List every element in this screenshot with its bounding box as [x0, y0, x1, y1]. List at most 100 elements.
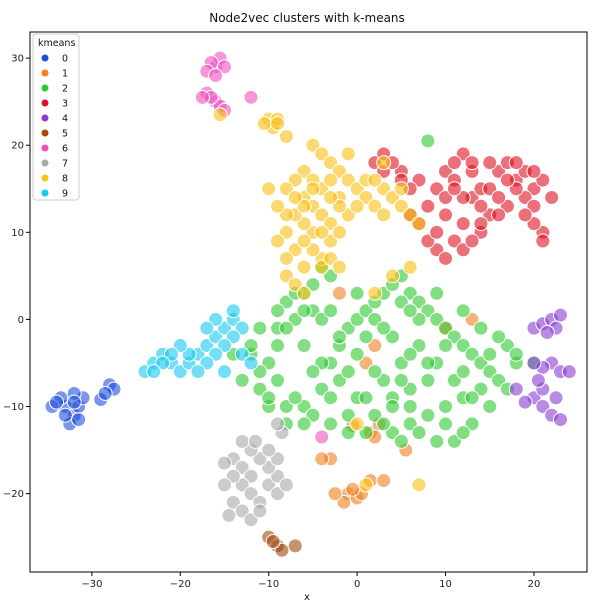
y-tick-label: 30: [11, 54, 24, 65]
point-cluster-8: [305, 181, 321, 197]
point-cluster-0: [49, 394, 65, 410]
point-cluster-3: [429, 224, 445, 240]
point-cluster-7: [261, 442, 277, 458]
point-cluster-8: [331, 224, 347, 240]
point-cluster-0: [97, 385, 113, 401]
point-cluster-8: [278, 250, 294, 266]
point-cluster-8: [323, 189, 339, 205]
point-cluster-4: [508, 381, 524, 397]
point-cluster-2: [455, 364, 471, 380]
point-cluster-2: [323, 390, 339, 406]
point-cluster-2: [278, 320, 294, 336]
legend-label: 2: [62, 84, 68, 95]
point-cluster-8: [349, 416, 365, 432]
x-axis-label: x: [304, 592, 310, 603]
point-cluster-2: [287, 390, 303, 406]
legend-marker: [41, 159, 49, 167]
point-cluster-2: [438, 338, 454, 354]
x-tick-label: −30: [81, 579, 102, 590]
y-tick-label: 0: [18, 315, 24, 326]
point-cluster-2: [270, 303, 286, 319]
point-cluster-2: [393, 433, 409, 449]
point-cluster-2: [402, 303, 418, 319]
point-cluster-1: [345, 481, 361, 497]
point-cluster-1: [327, 486, 343, 502]
point-cluster-2: [455, 425, 471, 441]
point-cluster-7: [217, 477, 233, 493]
data-points: [44, 50, 577, 558]
point-cluster-3: [508, 155, 524, 171]
legend-marker: [41, 144, 49, 152]
point-cluster-8: [384, 268, 400, 284]
point-cluster-3: [446, 155, 462, 171]
point-cluster-8: [270, 233, 286, 249]
point-cluster-2: [429, 433, 445, 449]
point-cluster-4: [548, 390, 564, 406]
point-cluster-9: [243, 355, 259, 371]
point-cluster-4: [517, 394, 533, 410]
point-cluster-3: [438, 207, 454, 223]
point-cluster-2: [482, 346, 498, 362]
legend-label: 7: [62, 159, 68, 170]
point-cluster-1: [376, 473, 392, 489]
point-cluster-6: [243, 89, 259, 105]
point-cluster-7: [234, 433, 250, 449]
point-cluster-8: [296, 285, 312, 301]
point-cluster-2: [384, 399, 400, 415]
point-cluster-3: [455, 216, 471, 232]
point-cluster-8: [261, 181, 277, 197]
legend-label: 5: [62, 129, 68, 140]
point-cluster-2: [340, 364, 356, 380]
x-tick-label: −10: [258, 579, 279, 590]
point-cluster-8: [349, 198, 365, 214]
point-cluster-0: [57, 407, 73, 423]
point-cluster-2: [438, 399, 454, 415]
point-cluster-3: [526, 163, 542, 179]
legend-marker: [41, 129, 49, 137]
legend-label: 9: [62, 189, 68, 200]
point-cluster-3: [491, 207, 507, 223]
point-cluster-2: [261, 390, 277, 406]
point-cluster-5: [287, 538, 303, 554]
point-cluster-2: [491, 329, 507, 345]
x-tick-label: 10: [439, 579, 452, 590]
point-cluster-3: [473, 216, 489, 232]
legend-label: 8: [62, 174, 68, 185]
legend-box: [32, 33, 80, 201]
point-cluster-2: [296, 338, 312, 354]
point-cluster-3: [482, 155, 498, 171]
point-cluster-0: [71, 412, 87, 428]
x-tick-label: 0: [354, 579, 360, 590]
legend-label: 3: [62, 99, 68, 110]
point-cluster-2: [393, 372, 409, 388]
point-cluster-3: [544, 189, 560, 205]
point-cluster-8: [367, 285, 383, 301]
point-cluster-7: [217, 455, 233, 471]
point-cluster-2: [367, 364, 383, 380]
point-cluster-7: [252, 503, 268, 519]
point-cluster-3: [473, 198, 489, 214]
legend-marker: [41, 69, 49, 77]
point-cluster-2: [349, 285, 365, 301]
point-cluster-8: [331, 259, 347, 275]
point-cluster-8: [278, 129, 294, 145]
point-cluster-9: [146, 364, 162, 380]
point-cluster-3: [464, 155, 480, 171]
point-cluster-3: [535, 233, 551, 249]
point-cluster-2: [508, 346, 524, 362]
legend-marker: [41, 174, 49, 182]
point-cluster-8: [296, 259, 312, 275]
point-cluster-3: [517, 207, 533, 223]
point-cluster-8: [340, 146, 356, 162]
y-tick-label: −20: [3, 489, 24, 500]
point-cluster-2: [420, 133, 436, 149]
point-cluster-8: [376, 207, 392, 223]
point-cluster-8: [367, 172, 383, 188]
point-cluster-2: [402, 346, 418, 362]
point-cluster-2: [420, 355, 436, 371]
point-cluster-2: [376, 416, 392, 432]
legend-marker: [41, 114, 49, 122]
point-cluster-3: [446, 181, 462, 197]
